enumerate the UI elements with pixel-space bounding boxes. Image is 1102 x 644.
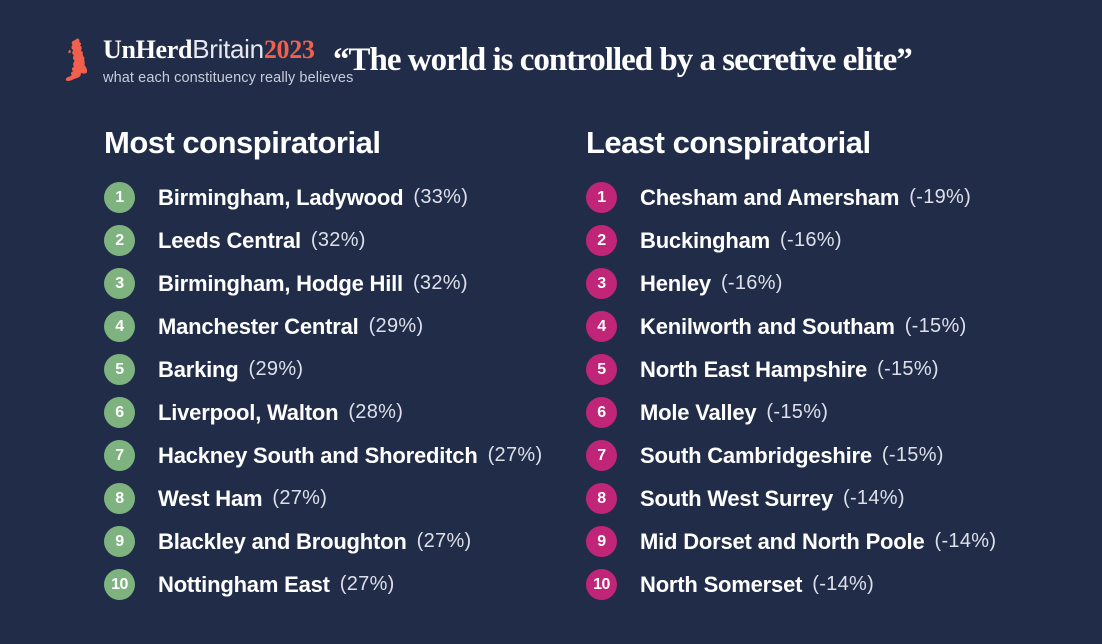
constituency-name: Birmingham, Ladywood — [158, 184, 404, 210]
constituency-name: North East Hampshire — [640, 356, 868, 382]
rank-badge: 3 — [104, 268, 135, 300]
rank-badge: 2 — [586, 225, 617, 257]
percentage-value: (-15%) — [904, 315, 967, 338]
percentage-value: (27%) — [416, 530, 472, 553]
least-conspiratorial-list: Least conspiratorial 1 Chesham and Amers… — [586, 125, 1086, 606]
least-conspiratorial-rows: 1 Chesham and Amersham (-19%) 2 Buckingh… — [586, 176, 1086, 606]
list-item: 2 Leeds Central (32%) — [104, 219, 604, 262]
rank-badge: 7 — [104, 440, 135, 472]
constituency-name: South West Surrey — [640, 485, 834, 511]
list-item: 1 Birmingham, Ladywood (33%) — [104, 176, 604, 219]
constituency-name: North Somerset — [640, 571, 803, 597]
most-conspiratorial-heading: Most conspiratorial — [104, 125, 381, 160]
constituency-name: Birmingham, Hodge Hill — [158, 270, 403, 296]
rank-badge: 1 — [104, 182, 135, 214]
percentage-value: (29%) — [368, 315, 424, 338]
brand-logo: UnHerdBritain2023 what each constituency… — [62, 34, 354, 87]
constituency-name: South Cambridgeshire — [640, 442, 872, 468]
percentage-value: (29%) — [248, 358, 304, 381]
rank-badge: 5 — [586, 354, 617, 386]
brand-year: 2023 — [263, 35, 315, 64]
list-item: 6 Mole Valley (-15%) — [586, 391, 1086, 434]
percentage-value: (27%) — [339, 573, 395, 596]
percentage-value: (32%) — [310, 229, 366, 252]
rank-badge: 2 — [104, 225, 135, 257]
rank-badge: 6 — [104, 397, 135, 429]
constituency-name: West Ham — [158, 485, 263, 511]
constituency-name: Chesham and Amersham — [640, 184, 900, 210]
constituency-name: Barking — [158, 356, 239, 382]
constituency-name: Manchester Central — [158, 313, 359, 339]
list-item: 7 Hackney South and Shoreditch (27%) — [104, 434, 604, 477]
list-item: 10 North Somerset (-14%) — [586, 563, 1086, 606]
percentage-value: (-14%) — [843, 487, 905, 510]
percentage-value: (27%) — [487, 444, 543, 467]
rank-badge: 4 — [586, 311, 617, 343]
percentage-value: (-19%) — [909, 186, 972, 209]
constituency-name: Kenilworth and Southam — [640, 313, 895, 339]
percentage-value: (27%) — [272, 487, 328, 510]
list-item: 3 Birmingham, Hodge Hill (32%) — [104, 262, 604, 305]
list-item: 4 Manchester Central (29%) — [104, 305, 604, 348]
percentage-value: (-14%) — [934, 530, 997, 553]
constituency-name: Nottingham East — [158, 571, 330, 597]
rank-badge: 8 — [104, 483, 135, 515]
rank-badge: 3 — [586, 268, 617, 300]
percentage-value: (32%) — [412, 272, 468, 295]
constituency-name: Hackney South and Shoreditch — [158, 442, 478, 468]
constituency-name: Mole Valley — [640, 399, 757, 425]
percentage-value: (-16%) — [720, 272, 783, 295]
rank-badge: 10 — [104, 569, 135, 601]
percentage-value: (-15%) — [766, 401, 829, 424]
list-item: 7 South Cambridgeshire (-15%) — [586, 434, 1086, 477]
percentage-value: (33%) — [413, 186, 469, 209]
list-item: 9 Mid Dorset and North Poole (-14%) — [586, 520, 1086, 563]
list-item: 4 Kenilworth and Southam (-15%) — [586, 305, 1086, 348]
rank-badge: 6 — [586, 397, 617, 429]
constituency-name: Henley — [640, 270, 711, 296]
constituency-name: Mid Dorset and North Poole — [640, 528, 925, 554]
percentage-value: (-15%) — [881, 444, 944, 467]
list-item: 9 Blackley and Broughton (27%) — [104, 520, 604, 563]
list-item: 6 Liverpool, Walton (28%) — [104, 391, 604, 434]
constituency-name: Leeds Central — [158, 227, 301, 253]
rank-badge: 10 — [586, 569, 617, 601]
rank-badge: 1 — [586, 182, 617, 214]
brand-name: UnHerdBritain2023 — [103, 34, 353, 64]
list-item: 2 Buckingham (-16%) — [586, 219, 1086, 262]
rank-badge: 9 — [104, 526, 135, 558]
percentage-value: (-15%) — [877, 358, 939, 381]
constituency-name: Blackley and Broughton — [158, 528, 407, 554]
percentage-value: (-14%) — [812, 573, 875, 596]
constituency-name: Buckingham — [640, 227, 771, 253]
rank-badge: 5 — [104, 354, 135, 386]
brand-tagline: what each constituency really believes — [103, 70, 354, 87]
brand-unherd: UnHerd — [103, 35, 193, 64]
rank-badge: 8 — [586, 483, 617, 515]
rank-badge: 4 — [104, 311, 135, 343]
rank-badge: 7 — [586, 440, 617, 472]
list-item: 1 Chesham and Amersham (-19%) — [586, 176, 1086, 219]
list-item: 5 North East Hampshire (-15%) — [586, 348, 1086, 391]
percentage-value: (-16%) — [780, 229, 842, 252]
britain-map-icon — [65, 38, 88, 81]
constituency-name: Liverpool, Walton — [158, 399, 339, 425]
brand-text-block: UnHerdBritain2023 what each constituency… — [103, 34, 354, 87]
most-conspiratorial-rows: 1 Birmingham, Ladywood (33%) 2 Leeds Cen… — [104, 176, 604, 606]
list-item: 8 West Ham (27%) — [104, 477, 604, 520]
list-item: 5 Barking (29%) — [104, 348, 604, 391]
list-item: 3 Henley (-16%) — [586, 262, 1086, 305]
rank-badge: 9 — [586, 526, 617, 558]
list-item: 10 Nottingham East (27%) — [104, 563, 604, 606]
most-conspiratorial-list: Most conspiratorial 1 Birmingham, Ladywo… — [104, 125, 604, 606]
brand-britain: Britain — [192, 34, 264, 64]
page-title: “The world is controlled by a secretive … — [333, 42, 913, 78]
percentage-value: (28%) — [348, 401, 404, 424]
least-conspiratorial-heading: Least conspiratorial — [586, 125, 871, 160]
list-item: 8 South West Surrey (-14%) — [586, 477, 1086, 520]
